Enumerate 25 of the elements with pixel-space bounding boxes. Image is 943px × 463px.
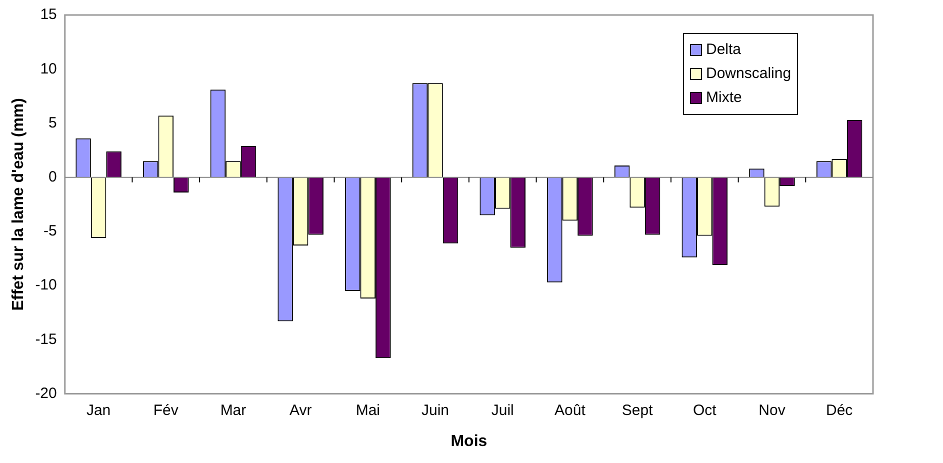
x-tick-label: Nov xyxy=(758,402,786,419)
y-tick-label: -10 xyxy=(35,276,57,294)
x-tick-label: Fév xyxy=(153,402,179,419)
x-tick-label: Oct xyxy=(692,402,718,419)
y-tick-label: -5 xyxy=(44,222,57,240)
y-tick-label: -15 xyxy=(35,330,57,348)
x-tick-label: Août xyxy=(554,402,586,419)
x-tick-label: Avr xyxy=(289,402,312,419)
y-axis-title: Effet sur la lame d'eau (mm) xyxy=(10,98,28,311)
x-tick-label: Jan xyxy=(86,402,111,419)
y-tick-label: -20 xyxy=(35,384,57,402)
x-axis-title: Mois xyxy=(450,432,488,450)
legend-label: Delta xyxy=(706,40,742,60)
x-tick-label: Juil xyxy=(491,402,514,419)
x-tick-label: Juin xyxy=(422,402,450,419)
y-tick-label: 0 xyxy=(48,168,57,186)
x-tick-label: Mar xyxy=(220,402,246,419)
x-tick-label: Sept xyxy=(622,402,654,419)
y-tick-label: 10 xyxy=(40,60,57,78)
x-tick-label: Déc xyxy=(826,402,854,419)
y-tick-label: 5 xyxy=(48,114,57,132)
legend-label: Mixte xyxy=(706,88,742,108)
x-tick-label: Mai xyxy=(356,402,380,419)
legend-label: Downscaling xyxy=(706,64,792,84)
y-tick-label: 15 xyxy=(40,6,57,24)
